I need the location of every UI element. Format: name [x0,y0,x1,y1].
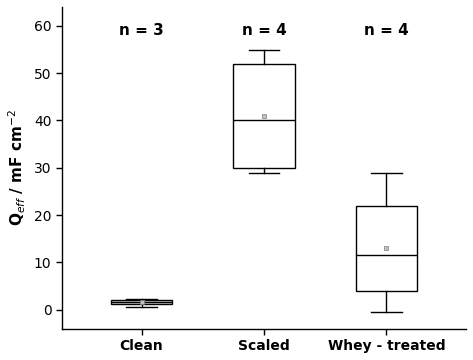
PathPatch shape [356,206,417,291]
PathPatch shape [111,300,172,304]
Text: n = 4: n = 4 [242,23,286,38]
PathPatch shape [233,64,295,168]
Text: n = 4: n = 4 [364,23,409,38]
Text: n = 3: n = 3 [119,23,164,38]
Y-axis label: Q$_{eff}$ / mF cm$^{-2}$: Q$_{eff}$ / mF cm$^{-2}$ [7,109,28,226]
